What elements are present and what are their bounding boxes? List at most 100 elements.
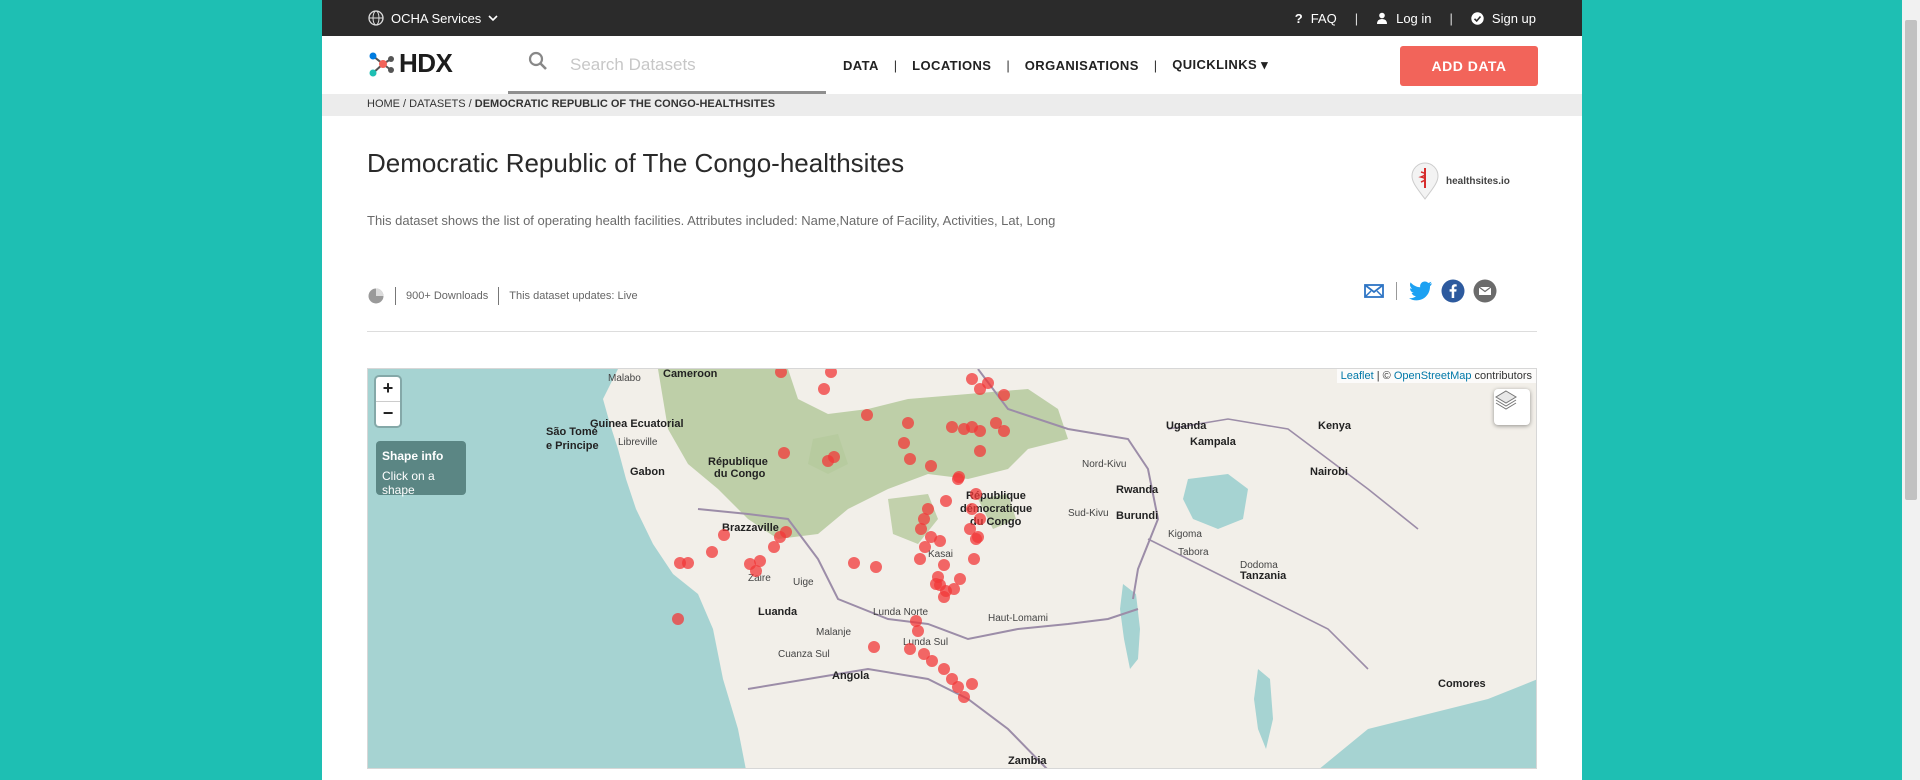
health-site-marker[interactable] — [904, 643, 916, 655]
health-site-marker[interactable] — [990, 417, 1002, 429]
search-input[interactable] — [568, 52, 812, 78]
nav-organisations[interactable]: ORGANISATIONS — [1024, 57, 1139, 73]
login-link[interactable]: Log in — [1376, 11, 1432, 26]
map-label: Kampala — [1190, 436, 1237, 448]
health-site-marker[interactable] — [919, 541, 931, 553]
health-site-marker[interactable] — [966, 373, 978, 385]
health-site-marker[interactable] — [958, 691, 970, 703]
health-site-marker[interactable] — [966, 678, 978, 690]
health-site-marker[interactable] — [914, 553, 926, 565]
health-site-marker[interactable] — [915, 523, 927, 535]
breadcrumb-current: DEMOCRATIC REPUBLIC OF THE CONGO-HEALTHS… — [474, 98, 776, 110]
health-site-marker[interactable] — [966, 503, 978, 515]
health-site-marker[interactable] — [912, 625, 924, 637]
map-label: Malabo — [608, 373, 641, 384]
health-site-marker[interactable] — [925, 460, 937, 472]
health-site-marker[interactable] — [822, 455, 834, 467]
health-site-marker[interactable] — [934, 535, 946, 547]
health-site-marker[interactable] — [982, 377, 994, 389]
contact-mail-icon[interactable] — [1364, 283, 1384, 299]
map-label: démocratique — [960, 503, 1032, 515]
health-site-marker[interactable] — [768, 541, 780, 553]
health-site-marker[interactable] — [774, 531, 786, 543]
health-site-marker[interactable] — [744, 558, 756, 570]
organisation-logo[interactable]: healthsites.io — [1410, 162, 1510, 200]
health-site-marker[interactable] — [902, 417, 914, 429]
hdx-logo[interactable]: HDX — [367, 48, 453, 79]
signup-label: Sign up — [1491, 10, 1536, 26]
health-site-marker[interactable] — [946, 421, 958, 433]
dataset-map[interactable]: Malabo Cameroon São Tomé e Principe Guin… — [367, 368, 1537, 769]
health-site-marker[interactable] — [925, 531, 937, 543]
email-share-icon[interactable] — [1473, 279, 1497, 303]
health-site-marker[interactable] — [672, 613, 684, 625]
scrollbar-thumb[interactable] — [1905, 20, 1917, 500]
health-site-marker[interactable] — [998, 425, 1010, 437]
health-site-marker[interactable] — [754, 555, 766, 567]
health-site-marker[interactable] — [861, 409, 873, 421]
search-icon[interactable] — [528, 51, 548, 71]
twitter-icon[interactable] — [1409, 280, 1433, 302]
health-site-marker[interactable] — [848, 557, 860, 569]
health-site-marker[interactable] — [974, 513, 986, 525]
health-site-marker[interactable] — [998, 389, 1010, 401]
map-label: Sud-Kivu — [1068, 508, 1109, 519]
map-attribution: Leaflet | © OpenStreetMap contributors — [1336, 369, 1536, 383]
health-site-marker[interactable] — [964, 523, 976, 535]
pie-chart-icon[interactable] — [367, 287, 385, 305]
health-site-marker[interactable] — [954, 573, 966, 585]
faq-link[interactable]: ? FAQ — [1295, 11, 1337, 26]
page-scrollbar[interactable] — [1902, 0, 1920, 780]
signup-link[interactable]: Sign up — [1471, 11, 1536, 26]
attribution-suffix: contributors — [1471, 370, 1532, 382]
layers-control[interactable] — [1494, 389, 1530, 425]
add-data-button[interactable]: ADD DATA — [1400, 46, 1538, 86]
border-line — [1147, 538, 1369, 670]
health-site-marker[interactable] — [775, 369, 787, 378]
health-site-marker[interactable] — [904, 453, 916, 465]
leaflet-link[interactable]: Leaflet — [1340, 370, 1374, 382]
nav-quicklinks[interactable]: QUICKLINKS ▾ — [1172, 57, 1269, 72]
health-site-marker[interactable] — [938, 663, 950, 675]
health-site-marker[interactable] — [818, 383, 830, 395]
health-site-marker[interactable] — [952, 473, 964, 485]
breadcrumb-home[interactable]: HOME — [367, 98, 400, 110]
health-site-marker[interactable] — [868, 641, 880, 653]
health-site-marker[interactable] — [938, 591, 950, 603]
health-site-marker[interactable] — [968, 553, 980, 565]
health-site-marker[interactable] — [940, 495, 952, 507]
breadcrumb-datasets[interactable]: DATASETS — [409, 98, 466, 110]
health-site-marker[interactable] — [970, 488, 982, 500]
zoom-in-button[interactable]: + — [382, 378, 394, 398]
ocha-services-menu[interactable]: OCHA Services — [367, 0, 499, 36]
shape-info-hint: Click on a shape — [382, 469, 435, 497]
facebook-icon[interactable] — [1441, 279, 1465, 303]
health-site-marker[interactable] — [718, 529, 730, 541]
zoom-out-button[interactable]: − — [376, 401, 400, 426]
health-site-marker[interactable] — [952, 681, 964, 693]
health-site-marker[interactable] — [974, 425, 986, 437]
health-site-marker[interactable] — [910, 615, 922, 627]
health-site-marker[interactable] — [870, 561, 882, 573]
health-site-marker[interactable] — [926, 655, 938, 667]
health-site-marker[interactable] — [898, 437, 910, 449]
main-nav: DATA | LOCATIONS | ORGANISATIONS | QUICK… — [838, 36, 1273, 94]
health-site-marker[interactable] — [922, 503, 934, 515]
health-site-marker[interactable] — [778, 447, 790, 459]
map-label: Rwanda — [1116, 484, 1159, 496]
health-site-marker[interactable] — [930, 578, 942, 590]
health-site-marker[interactable] — [825, 369, 837, 378]
health-site-marker[interactable] — [938, 559, 950, 571]
health-site-marker[interactable] — [974, 445, 986, 457]
health-site-marker[interactable] — [674, 557, 686, 569]
nav-locations[interactable]: LOCATIONS — [912, 57, 992, 73]
health-site-marker[interactable] — [970, 533, 982, 545]
health-site-marker[interactable] — [948, 583, 960, 595]
openstreetmap-link[interactable]: OpenStreetMap — [1393, 370, 1472, 382]
health-site-marker[interactable] — [706, 546, 718, 558]
nav-data[interactable]: DATA — [843, 57, 879, 73]
health-site-marker[interactable] — [918, 513, 930, 525]
health-site-marker[interactable] — [918, 648, 930, 660]
map-canvas[interactable]: Malabo Cameroon São Tomé e Principe Guin… — [368, 369, 1537, 769]
un-globe-icon — [368, 10, 384, 26]
